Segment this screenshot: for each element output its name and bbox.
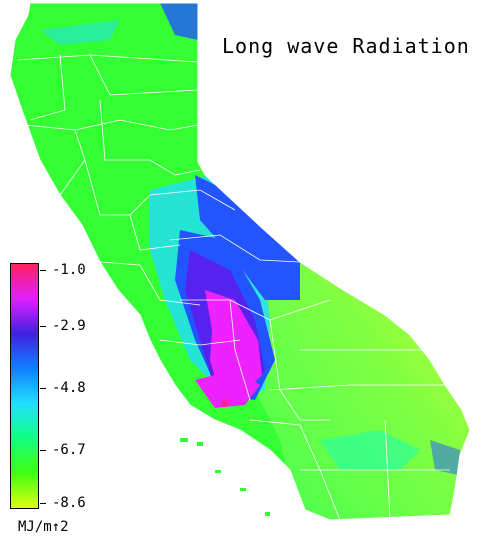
legend-tick [40, 450, 46, 451]
legend-tick-label: -6.7 [52, 442, 86, 458]
legend-tick [40, 270, 46, 271]
legend-tick [40, 503, 46, 504]
legend-tick-label: -4.8 [52, 380, 86, 396]
legend-unit-label: MJ/m↑2 [18, 519, 69, 535]
legend-tick [40, 388, 46, 389]
channel-islands [180, 438, 270, 516]
map-title: Long wave Radiation [222, 34, 470, 58]
legend-tick-label: -8.6 [52, 495, 86, 511]
legend-tick-label: -1.0 [52, 262, 86, 278]
county-borders [17, 54, 450, 521]
legend-tick [40, 326, 46, 327]
color-legend-bar [10, 263, 39, 509]
legend-tick-label: -2.9 [52, 318, 86, 334]
